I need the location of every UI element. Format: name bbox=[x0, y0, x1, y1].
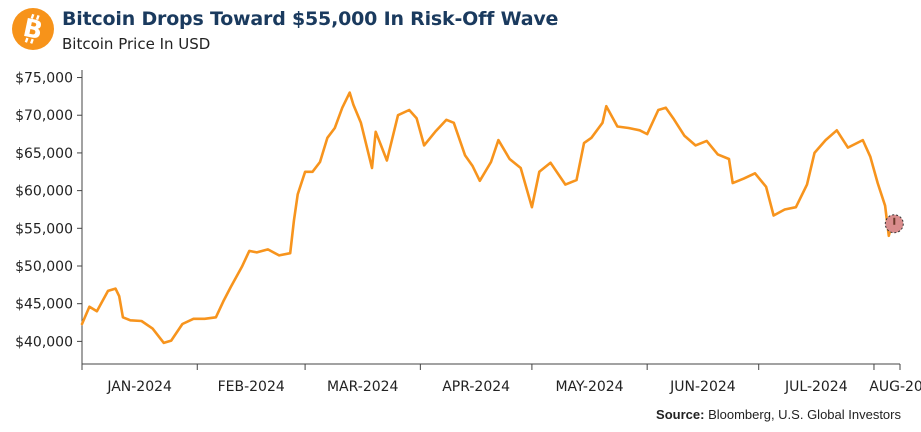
source-note: Source: Bloomberg, U.S. Global Investors bbox=[656, 407, 901, 422]
x-tick-label: APR-2024 bbox=[442, 379, 510, 395]
source-label: Source: bbox=[656, 407, 705, 422]
x-tick-label: JAN-2024 bbox=[106, 379, 172, 395]
bitcoin-logo-icon: B bbox=[12, 8, 54, 50]
y-tick-label: $75,000 bbox=[15, 71, 73, 87]
bitcoin-price-line bbox=[80, 91, 898, 345]
x-tick-label: AUG-2024 bbox=[869, 379, 921, 395]
y-tick-label: $40,000 bbox=[15, 334, 73, 350]
y-tick-label: $70,000 bbox=[15, 108, 73, 124]
x-axis: JAN-2024 FEB-2024 MAR-2024 APR-2024 MAY-2024… bbox=[81, 363, 921, 395]
y-tick-label: $55,000 bbox=[15, 221, 73, 237]
plot-area bbox=[80, 91, 904, 345]
chart-subtitle: Bitcoin Price In USD bbox=[62, 35, 211, 53]
x-tick-label: JUL-2024 bbox=[784, 379, 848, 395]
bitcoin-logo-graphic: B bbox=[12, 8, 54, 50]
x-tick-label: MAY-2024 bbox=[555, 379, 623, 395]
y-tick-label: $60,000 bbox=[15, 184, 73, 200]
x-tick-label: JUN-2024 bbox=[669, 379, 736, 395]
y-tick-label: $45,000 bbox=[15, 297, 73, 313]
x-tick-label: FEB-2024 bbox=[218, 379, 285, 395]
y-axis: $40,000 $45,000 $50,000 $55,000 $60,000 $65,0… bbox=[15, 70, 83, 364]
y-tick-label: $65,000 bbox=[15, 146, 73, 162]
y-tick-label: $50,000 bbox=[15, 259, 73, 275]
source-text: Bloomberg, U.S. Global Investors bbox=[708, 407, 901, 422]
chart-title: Bitcoin Drops Toward $55,000 In Risk-Off… bbox=[62, 8, 559, 30]
x-tick-label: MAR-2024 bbox=[327, 379, 399, 395]
